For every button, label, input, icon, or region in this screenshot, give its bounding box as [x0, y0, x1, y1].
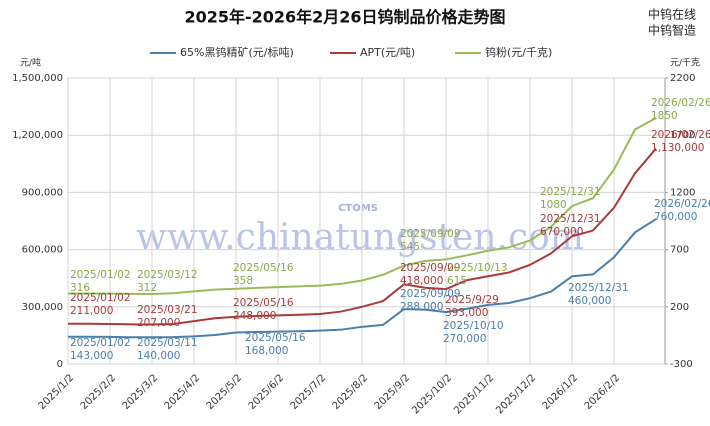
y2-tick-label: -300 — [670, 359, 693, 370]
y-tick-label: 300,000 — [22, 302, 63, 313]
annotation: 2025/01/02 — [70, 269, 131, 281]
annotation: 2025/10/13 — [447, 262, 508, 274]
watermark-logo: CTOMS — [338, 203, 378, 214]
annotation: 270,000 — [443, 333, 486, 345]
annotation: 2025/05/16 — [233, 262, 294, 274]
annotation: 2025/03/21 — [137, 304, 198, 316]
annotation: 2026/02/26 — [651, 129, 710, 141]
annotation: 2025/12/31 — [540, 213, 601, 225]
annotation: 248,000 — [233, 310, 276, 322]
annotation: 2025/05/16 — [245, 332, 306, 344]
annotation: 760,000 — [654, 211, 697, 223]
annotation: 2025/03/11 — [137, 337, 198, 349]
y2-axis-label: 元/千克 — [670, 58, 700, 69]
annotation: 288,000 — [400, 301, 443, 313]
y-tick-label: 0 — [57, 359, 63, 370]
annotation: 1080 — [540, 199, 567, 211]
annotation: 460,000 — [568, 295, 611, 307]
y2-tick-label: 1200 — [670, 187, 695, 198]
watermark: www.chinatungsten.com — [136, 217, 584, 258]
y2-tick-label: 200 — [670, 302, 689, 313]
y-tick-label: 1,500,000 — [12, 73, 63, 84]
annotation: 316 — [70, 282, 90, 294]
annotation: 670,000 — [540, 226, 583, 238]
y-tick-label: 600,000 — [22, 245, 63, 256]
annotation: 312 — [137, 282, 157, 294]
annotation: 418,000 — [400, 275, 443, 287]
annotation: 2025/09/09 — [400, 228, 461, 240]
legend-label: APT(元/吨) — [360, 46, 415, 59]
y-axis-label: 元/吨 — [20, 57, 41, 69]
annotation: 358 — [233, 275, 253, 287]
annotation: 393,000 — [445, 307, 488, 319]
y2-tick-label: 2200 — [670, 73, 695, 84]
annotation: 211,000 — [70, 305, 113, 317]
brand: 中钨智造 — [648, 23, 696, 38]
annotation: 1850 — [651, 110, 678, 122]
y-tick-label: 900,000 — [22, 187, 63, 198]
brand: 中钨在线 — [648, 7, 696, 22]
annotation: 168,000 — [245, 345, 288, 357]
annotation: 140,000 — [137, 350, 180, 362]
annotation: 545 — [400, 241, 420, 253]
chart-title: 2025年-2026年2月26日钨制品价格走势图 — [184, 8, 505, 27]
series-line — [68, 147, 657, 326]
annotation: 2025/9/29 — [445, 294, 499, 306]
annotation: 2025/09/09 — [400, 288, 461, 300]
annotation: 143,000 — [70, 350, 113, 362]
annotation: 2025/01/02 — [70, 337, 131, 349]
y2-tick-label: 700 — [670, 245, 689, 256]
y2-tick-label: 1700 — [670, 130, 695, 141]
y-tick-label: 1,200,000 — [12, 130, 63, 141]
annotation: 1,130,000 — [651, 142, 704, 154]
annotation: 2025/03/12 — [137, 269, 198, 281]
annotation: 207,000 — [137, 317, 180, 329]
annotation: 2025/09/09 — [400, 262, 461, 274]
annotation: 2025/12/31 — [540, 186, 601, 198]
annotation: 2025/01/02 — [70, 292, 131, 304]
annotation: 2026/02/26 — [651, 97, 710, 109]
annotation: 2025/10/10 — [443, 320, 504, 332]
annotation: 2026/02/26 — [654, 198, 710, 210]
series-line — [68, 218, 657, 339]
series-line — [68, 117, 657, 295]
annotation: 615 — [447, 275, 467, 287]
annotation: 2025/12/31 — [568, 282, 629, 294]
annotation: 2025/05/16 — [233, 297, 294, 309]
legend-label: 钨粉(元/千克) — [485, 46, 552, 59]
legend-label: 65%黑钨精矿(元/标吨) — [180, 45, 294, 59]
